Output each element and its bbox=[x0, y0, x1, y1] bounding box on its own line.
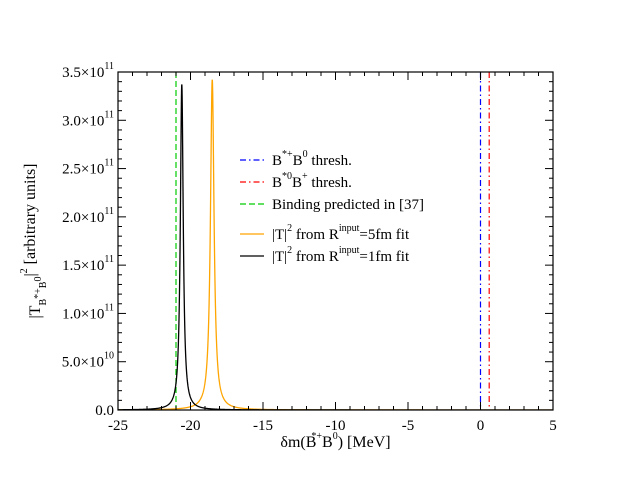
axis-titles: δm(B*+B0) [MeV]|TB*+B0|2 [arbitrary unit… bbox=[19, 163, 391, 451]
y-tick-mantissa: 2.5×10 bbox=[62, 162, 104, 178]
y-tick-mantissa: 5.0×10 bbox=[62, 355, 104, 371]
y-tick-label: 1.5×1011 bbox=[62, 254, 114, 274]
y-axis-title: |TB*+B0|2 [arbitrary units] bbox=[19, 163, 49, 318]
x-title-part: δm(B bbox=[280, 434, 316, 451]
x-title-sup: 0 bbox=[333, 431, 338, 442]
legend: B*+B0 thresh.B*0B+ thresh.Binding predic… bbox=[240, 149, 424, 265]
y-tick-label: 3.0×1011 bbox=[62, 109, 114, 129]
y-tick-mantissa: 3.0×10 bbox=[62, 113, 104, 129]
legend-text: thresh. bbox=[308, 153, 352, 169]
y-title-sub: B bbox=[38, 299, 49, 306]
y-tick-mantissa: 3.5×10 bbox=[62, 65, 104, 81]
legend-sup: *+ bbox=[282, 149, 293, 160]
x-axis-title: δm(B*+B0) [MeV] bbox=[280, 431, 390, 451]
legend-text: thresh. bbox=[308, 175, 352, 191]
x-tick-label: -5 bbox=[402, 418, 415, 434]
legend-label-orange: |T|2 from Rinput=5fm fit bbox=[272, 223, 410, 243]
y-tick-exponent: 11 bbox=[104, 254, 114, 265]
x-tick-label: -10 bbox=[326, 418, 346, 434]
y-tick-label: 0.0 bbox=[95, 403, 114, 419]
x-title-part: ) [MeV] bbox=[338, 434, 391, 451]
x-tick-label: -20 bbox=[181, 418, 201, 434]
y-tick-label: 3.5×1011 bbox=[62, 61, 114, 81]
x-tick-label: 0 bbox=[477, 418, 485, 434]
legend-text: |T| bbox=[272, 227, 287, 243]
legend-text: =1fm fit bbox=[359, 249, 410, 265]
x-title-part: B bbox=[322, 434, 333, 451]
series-line-1 bbox=[118, 84, 553, 410]
legend-sup: 2 bbox=[287, 245, 292, 256]
y-tick-mantissa: 0.0 bbox=[95, 403, 114, 419]
legend-sup: 2 bbox=[287, 223, 292, 234]
y-tick-label: 2.0×1011 bbox=[62, 206, 114, 226]
y-title-subsup: *+ bbox=[33, 288, 44, 299]
y-tick-exponent: 11 bbox=[104, 109, 114, 120]
legend-text: |T| bbox=[272, 249, 287, 265]
legend-text: =5fm fit bbox=[359, 227, 410, 243]
y-tick-mantissa: 1.5×10 bbox=[62, 258, 104, 274]
legend-sup: *0 bbox=[282, 171, 292, 182]
x-tick-label: -15 bbox=[253, 418, 273, 434]
y-tick-exponent: 11 bbox=[104, 302, 114, 313]
y-title-sub: B bbox=[38, 281, 49, 288]
y-tick-label: 5.0×1010 bbox=[62, 351, 114, 371]
y-tick-exponent: 10 bbox=[104, 351, 114, 362]
legend-sup: + bbox=[302, 171, 308, 182]
legend-text: B bbox=[272, 153, 282, 169]
tick-labels: -25 -20 -15 -10 -5 0 50.05.0×10101.0×10111.5×1… bbox=[62, 61, 557, 434]
legend-text: from R bbox=[292, 227, 339, 243]
y-title-part: | bbox=[22, 273, 39, 276]
legend-label-red: B*0B+ thresh. bbox=[272, 171, 352, 191]
legend-label-green: Binding predicted in [37] bbox=[272, 197, 424, 213]
legend-label-blue: B*+B0 thresh. bbox=[272, 149, 352, 169]
y-title-sup: 2 bbox=[19, 268, 30, 273]
y-title-part: [arbitrary units] bbox=[22, 163, 39, 268]
y-title-part: |T bbox=[27, 305, 44, 318]
x-tick-label: -25 bbox=[108, 418, 128, 434]
legend-sup: 0 bbox=[303, 149, 308, 160]
x-tick-label: 5 bbox=[549, 418, 557, 434]
y-tick-exponent: 11 bbox=[104, 61, 114, 72]
y-tick-exponent: 11 bbox=[104, 158, 114, 169]
y-tick-label: 2.5×1011 bbox=[62, 158, 114, 178]
y-tick-label: 1.0×1011 bbox=[62, 302, 114, 322]
ticks bbox=[117, 71, 554, 411]
legend-text: Binding predicted in [37] bbox=[272, 197, 424, 213]
y-tick-mantissa: 1.0×10 bbox=[62, 306, 104, 322]
legend-text: B bbox=[292, 175, 302, 191]
legend-sup: input bbox=[339, 245, 360, 256]
y-title-subsup: 0 bbox=[33, 277, 44, 282]
legend-sup: input bbox=[339, 223, 360, 234]
legend-text: B bbox=[293, 153, 303, 169]
y-tick-exponent: 11 bbox=[104, 206, 114, 217]
x-title-sup: + bbox=[316, 431, 322, 442]
legend-label-black: |T|2 from Rinput=1fm fit bbox=[272, 245, 410, 265]
legend-text: from R bbox=[292, 249, 339, 265]
x-title-star: * bbox=[311, 431, 316, 442]
legend-text: B bbox=[272, 175, 282, 191]
y-tick-mantissa: 2.0×10 bbox=[62, 210, 104, 226]
